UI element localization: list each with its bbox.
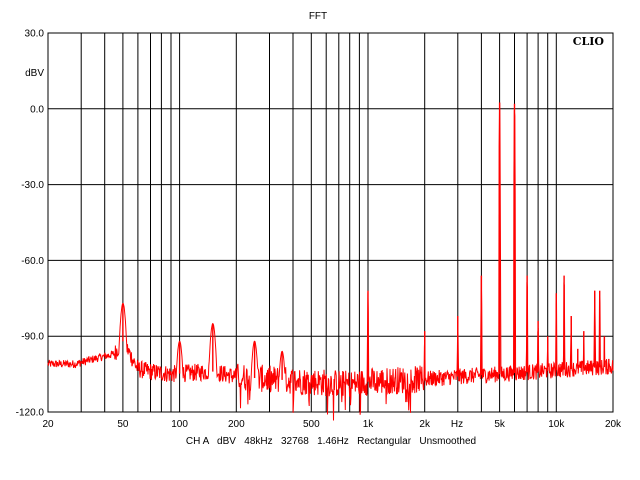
x-tick-label: 200 [228, 419, 245, 430]
y-tick-label: 0.0 [30, 104, 44, 115]
footer-settings: CH A dBV 48kHz 32768 1.46Hz Rectangular … [186, 436, 476, 447]
plot-area [47, 102, 614, 421]
y-axis-ticks: 30.0 0.0 -30.0 -60.0 -90.0 -120.0 [16, 29, 45, 419]
y-axis-label: dBV [25, 68, 44, 79]
x-tick-label: 50 [117, 419, 129, 430]
y-tick-label: -60.0 [21, 256, 44, 267]
y-tick-label: 30.0 [25, 29, 45, 40]
x-tick-label: 5k [494, 419, 506, 430]
plot-frame [47, 32, 614, 413]
x-tick-label: 2k [419, 419, 431, 430]
y-tick-label: -30.0 [21, 180, 44, 191]
x-tick-label: 20 [42, 419, 54, 430]
x-axis-unit: Hz [451, 419, 463, 430]
x-tick-label: 500 [303, 419, 320, 430]
y-tick-label: -90.0 [21, 332, 44, 343]
x-tick-label: 1k [363, 419, 375, 430]
chart-title: FFT [309, 11, 327, 22]
x-tick-label: 20k [605, 419, 622, 430]
x-tick-label: 100 [171, 419, 188, 430]
clio-brand: CLIO [573, 35, 605, 48]
x-tick-label: 10k [548, 419, 565, 430]
x-axis-ticks: 20 50 100 200 500 1k 2k 5k 10k 20k [42, 419, 622, 430]
spectrum-trace [47, 102, 614, 421]
y-tick-label: -120.0 [16, 408, 45, 419]
